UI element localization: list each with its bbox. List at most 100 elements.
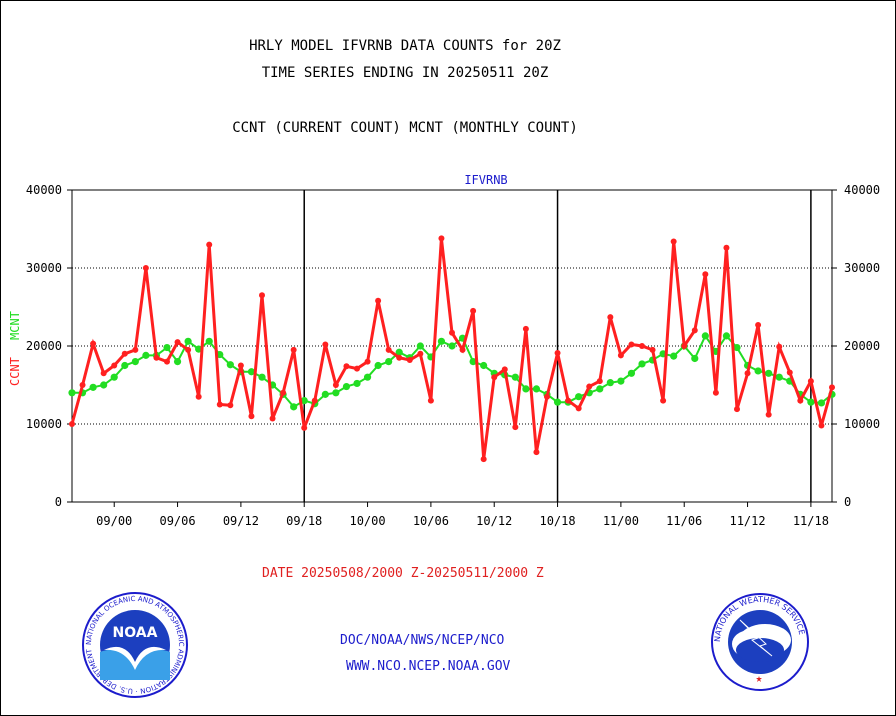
data-point-ccnt bbox=[449, 329, 455, 336]
x-tick-label: 11/12 bbox=[729, 514, 765, 528]
data-point-mcnt bbox=[511, 373, 519, 381]
data-point-mcnt bbox=[184, 337, 192, 345]
data-point-mcnt bbox=[300, 397, 308, 405]
data-point-mcnt bbox=[817, 399, 826, 407]
data-point-ccnt bbox=[480, 456, 487, 463]
data-point-ccnt bbox=[164, 358, 170, 365]
data-point-mcnt bbox=[575, 393, 583, 401]
data-point-ccnt bbox=[744, 370, 751, 377]
data-point-mcnt bbox=[733, 343, 741, 352]
data-point-mcnt bbox=[342, 382, 351, 391]
y-tick-label-left: 20000 bbox=[26, 339, 62, 353]
data-point-mcnt bbox=[395, 348, 403, 356]
x-tick-label: 11/06 bbox=[666, 514, 702, 528]
data-point-ccnt bbox=[132, 346, 139, 353]
x-tick-label: 10/06 bbox=[413, 514, 449, 528]
legend-description: CCNT (CURRENT COUNT) MCNT (MONTHLY COUNT… bbox=[232, 120, 578, 136]
data-point-mcnt bbox=[226, 361, 234, 369]
org-label: DOC/NOAA/NWS/NCEP/NCO bbox=[340, 633, 505, 648]
data-point-ccnt bbox=[797, 397, 804, 404]
data-point-ccnt bbox=[459, 346, 466, 353]
data-point-mcnt bbox=[142, 351, 150, 359]
data-point-ccnt bbox=[248, 413, 255, 420]
data-point-ccnt bbox=[396, 354, 403, 361]
data-point-ccnt bbox=[227, 402, 234, 409]
data-point-ccnt bbox=[660, 397, 667, 404]
data-point-ccnt bbox=[280, 389, 287, 396]
data-point-ccnt bbox=[522, 325, 529, 332]
data-point-mcnt bbox=[722, 332, 731, 340]
website-label[interactable]: WWW.NCO.NCEP.NOAA.GOV bbox=[346, 659, 511, 674]
data-point-ccnt bbox=[639, 343, 645, 349]
data-point-ccnt bbox=[712, 389, 719, 396]
data-point-ccnt bbox=[311, 397, 318, 404]
x-tick-label: 10/12 bbox=[476, 514, 512, 528]
data-point-ccnt bbox=[111, 362, 118, 369]
data-point-mcnt bbox=[691, 354, 699, 363]
data-point-ccnt bbox=[206, 241, 213, 248]
data-point-mcnt bbox=[258, 373, 266, 381]
data-point-mcnt bbox=[247, 368, 256, 376]
data-point-ccnt bbox=[438, 235, 445, 242]
data-point-ccnt bbox=[237, 362, 244, 369]
data-point-ccnt bbox=[100, 370, 107, 377]
data-point-ccnt bbox=[491, 374, 498, 381]
data-point-mcnt bbox=[670, 352, 678, 360]
data-point-ccnt bbox=[607, 314, 614, 321]
data-point-mcnt bbox=[68, 389, 76, 397]
data-point-ccnt bbox=[301, 424, 308, 431]
y-tick-label-left: 30000 bbox=[26, 261, 62, 275]
data-point-ccnt bbox=[649, 346, 656, 353]
data-point-mcnt bbox=[480, 361, 488, 370]
data-point-mcnt bbox=[89, 383, 97, 391]
data-point-ccnt bbox=[417, 350, 424, 357]
data-point-ccnt bbox=[670, 238, 677, 245]
y-tick-label-left: 40000 bbox=[26, 183, 62, 197]
chart-subtitle: IFVRNB bbox=[464, 173, 507, 187]
nws-logo: NATIONAL WEATHER SERVICE bbox=[711, 593, 809, 691]
data-point-mcnt bbox=[775, 373, 783, 381]
data-point-ccnt bbox=[406, 357, 413, 364]
data-point-mcnt bbox=[638, 360, 646, 368]
data-point-mcnt bbox=[617, 377, 625, 385]
data-point-mcnt bbox=[173, 358, 182, 366]
svg-text:NOAA: NOAA bbox=[113, 625, 158, 641]
data-point-ccnt bbox=[617, 352, 624, 359]
data-point-ccnt bbox=[427, 397, 434, 404]
y-tick-label-left: 10000 bbox=[26, 417, 62, 431]
data-point-ccnt bbox=[786, 369, 793, 376]
data-point-mcnt bbox=[363, 373, 372, 381]
data-point-ccnt bbox=[512, 424, 519, 431]
date-range-label: DATE 20250508/2000 Z-20250511/2000 Z bbox=[262, 566, 544, 581]
data-point-ccnt bbox=[818, 422, 825, 429]
data-point-mcnt bbox=[290, 403, 298, 411]
x-tick-label: 10/00 bbox=[349, 514, 385, 528]
data-point-ccnt bbox=[195, 393, 202, 400]
data-point-mcnt bbox=[321, 390, 329, 398]
data-point-ccnt bbox=[628, 341, 635, 348]
y-tick-label-right: 40000 bbox=[844, 183, 880, 197]
data-point-ccnt bbox=[69, 421, 75, 427]
y-tick-label-right: 30000 bbox=[844, 261, 880, 275]
data-point-mcnt bbox=[385, 358, 393, 366]
data-point-ccnt bbox=[354, 365, 360, 372]
x-tick-label: 11/00 bbox=[603, 514, 639, 528]
data-point-ccnt bbox=[533, 449, 540, 456]
data-point-ccnt bbox=[385, 346, 392, 353]
data-point-ccnt bbox=[343, 363, 350, 370]
data-point-mcnt bbox=[437, 337, 446, 345]
data-point-mcnt bbox=[596, 385, 604, 393]
data-point-ccnt bbox=[142, 265, 149, 271]
y-tick-label-right: 0 bbox=[844, 495, 851, 509]
data-point-ccnt bbox=[765, 411, 772, 418]
data-point-ccnt bbox=[565, 397, 572, 404]
x-tick-label: 09/00 bbox=[96, 514, 132, 528]
data-point-mcnt bbox=[532, 385, 541, 393]
data-point-mcnt bbox=[765, 369, 773, 377]
data-point-ccnt bbox=[269, 415, 276, 422]
data-point-mcnt bbox=[353, 379, 361, 388]
data-point-ccnt bbox=[829, 384, 835, 391]
data-point-ccnt bbox=[185, 346, 192, 353]
x-tick-label: 09/18 bbox=[286, 514, 322, 528]
